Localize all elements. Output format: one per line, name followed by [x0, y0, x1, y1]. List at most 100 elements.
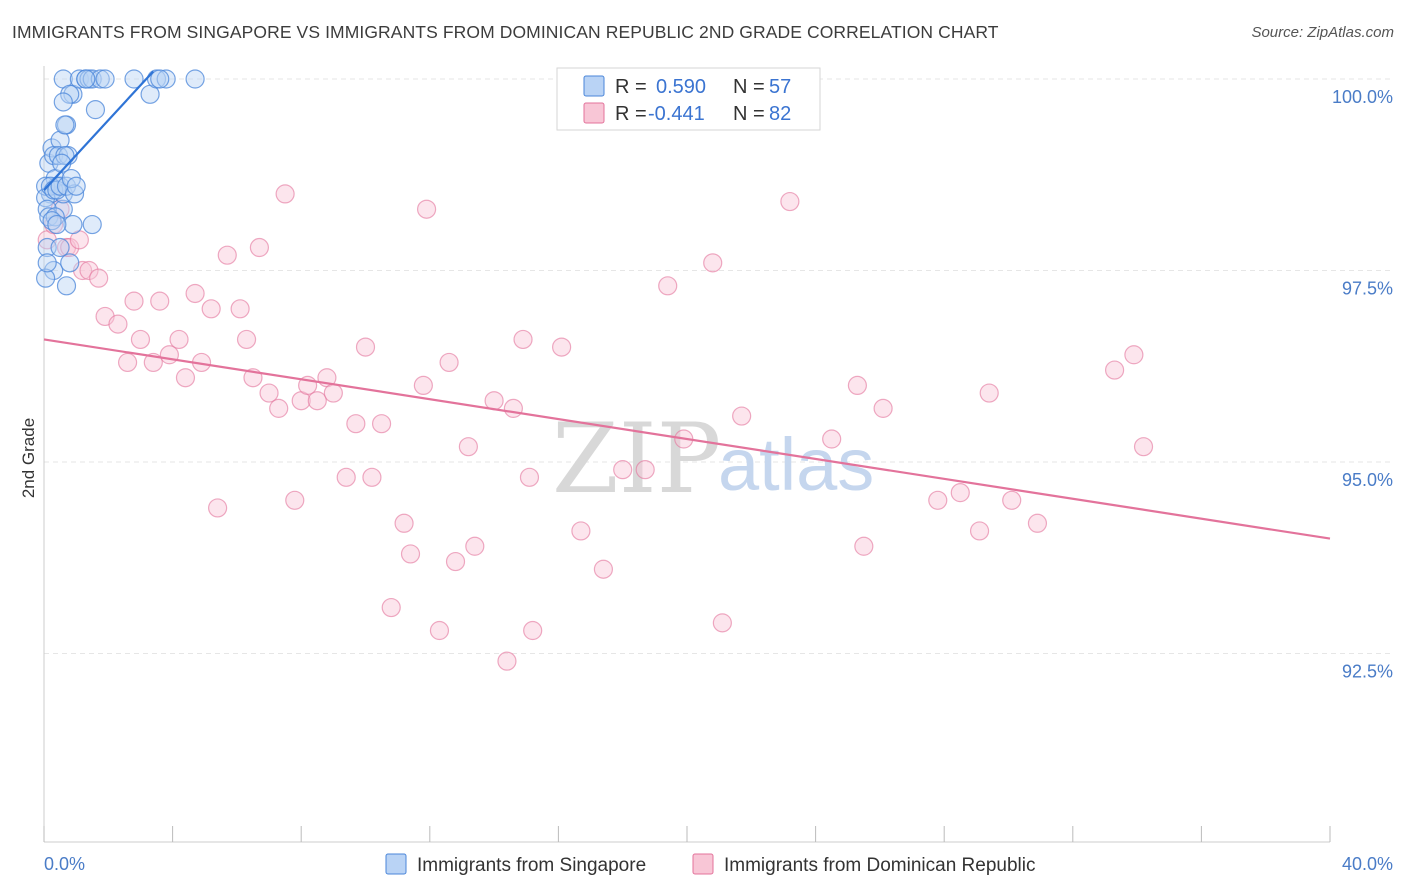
legend-r-label: R =: [615, 76, 647, 98]
data-point-dominican: [275, 184, 295, 204]
data-point-singapore: [156, 69, 176, 89]
data-point-singapore: [150, 69, 170, 89]
data-point-dominican: [259, 383, 279, 403]
data-point-singapore: [185, 69, 205, 89]
data-point-dominican: [513, 329, 533, 350]
trend-line-singapore: [43, 70, 155, 191]
y-axis-label: 2nd Grade: [19, 418, 38, 498]
stats-legend: R = 0.590 N = 57 R = -0.441 N = 82: [556, 67, 821, 131]
x-tick-labels: 0.0% 40.0%: [44, 854, 1393, 874]
data-point-dominican: [230, 299, 250, 319]
data-point-singapore: [44, 260, 64, 281]
data-point-singapore: [124, 69, 144, 89]
data-point-dominican: [780, 191, 800, 212]
data-point-dominican: [394, 513, 414, 533]
data-point-dominican: [336, 467, 356, 487]
data-point-singapore: [55, 115, 75, 135]
data-point-dominican: [1133, 437, 1154, 457]
x-tick-label: 40.0%: [1342, 854, 1393, 874]
data-point-dominican: [1124, 345, 1144, 365]
data-point-dominican: [847, 375, 867, 395]
source-credit: Source: ZipAtlas.com: [1251, 24, 1394, 41]
data-point-dominican: [208, 498, 228, 518]
legend-r-value: 0.590: [656, 76, 706, 98]
data-point-dominican: [249, 237, 270, 258]
data-point-dominican: [593, 559, 614, 579]
bottom-legend-label-singapore: Immigrants from Singapore: [417, 855, 646, 876]
data-point-dominican: [552, 337, 572, 357]
data-point-singapore: [64, 184, 85, 204]
legend-swatch-singapore: [583, 75, 605, 97]
data-point-dominican: [117, 352, 138, 373]
data-point-dominican: [613, 460, 633, 480]
data-point-dominican: [439, 352, 459, 373]
data-point-singapore: [50, 237, 70, 258]
data-point-dominican: [416, 199, 437, 219]
data-point-singapore: [37, 253, 57, 273]
bottom-legend-swatch-dominican: [692, 853, 714, 875]
legend-n-label: N =: [733, 76, 765, 98]
data-point-dominican: [1027, 513, 1048, 533]
y-tick-label: 92.5%: [1342, 662, 1393, 682]
data-point-dominican: [445, 551, 466, 572]
x-tick-label: 0.0%: [44, 854, 85, 874]
data-point-dominican: [159, 345, 179, 365]
watermark-zip: ZIP: [552, 403, 721, 515]
data-point-dominican: [307, 391, 327, 411]
data-point-singapore: [56, 276, 77, 296]
data-point-dominican: [346, 414, 366, 434]
data-point-dominican: [185, 283, 205, 304]
data-point-dominican: [108, 314, 128, 334]
y-tick-label: 97.5%: [1342, 279, 1393, 299]
data-point-dominican: [413, 375, 433, 395]
data-point-dominican: [381, 597, 401, 618]
data-point-dominican: [519, 467, 540, 487]
data-point-dominican: [124, 291, 144, 311]
data-point-dominican: [285, 490, 305, 510]
data-point-dominican: [950, 483, 970, 503]
data-point-dominican: [355, 337, 376, 357]
data-point-dominican: [217, 245, 237, 265]
data-point-dominican: [571, 521, 591, 541]
bottom-legend-swatch-singapore: [385, 853, 407, 875]
legend-r-label: R =: [615, 103, 647, 125]
data-point-dominican: [323, 383, 343, 403]
data-point-dominican: [1104, 360, 1125, 380]
data-point-dominican: [703, 253, 723, 273]
gridlines: [44, 78, 1392, 654]
chart-title: IMMIGRANTS FROM SINGAPORE VS IMMIGRANTS …: [12, 22, 999, 42]
legend-n-value: 57: [769, 76, 791, 98]
data-point-singapore: [63, 214, 83, 235]
legend-swatch-dominican: [583, 102, 605, 124]
data-point-dominican: [822, 429, 842, 449]
data-point-dominican: [854, 536, 874, 556]
data-point-dominican: [150, 291, 170, 311]
bottom-legend-label-dominican: Immigrants from Dominican Republic: [724, 855, 1036, 876]
data-point-singapore: [36, 268, 56, 288]
trend-lines: [43, 70, 1331, 540]
data-point-singapore: [76, 69, 96, 89]
data-point-dominican: [269, 398, 289, 418]
data-point-singapore: [44, 146, 64, 166]
data-point-dominican: [371, 414, 392, 434]
data-point-singapore: [47, 214, 67, 235]
legend-n-label: N =: [733, 103, 765, 125]
data-point-dominican: [169, 329, 189, 350]
data-point-dominican: [497, 651, 517, 671]
data-point-dominican: [928, 490, 948, 510]
data-point-dominican: [201, 299, 221, 319]
data-point-singapore: [60, 84, 80, 104]
data-point-dominican: [236, 329, 257, 350]
y-tick-label: 100.0%: [1332, 87, 1393, 107]
data-point-dominican: [130, 329, 151, 350]
y-tick-labels: 100.0% 97.5% 95.0% 92.5%: [1332, 87, 1393, 682]
data-point-dominican: [523, 620, 543, 641]
data-point-dominican: [1002, 490, 1022, 510]
data-point-dominican: [503, 398, 523, 418]
data-point-dominican: [658, 276, 678, 296]
data-point-singapore: [95, 69, 115, 89]
data-point-dominican: [873, 398, 893, 418]
data-point-dominican: [732, 406, 752, 426]
data-point-dominican: [79, 260, 99, 281]
